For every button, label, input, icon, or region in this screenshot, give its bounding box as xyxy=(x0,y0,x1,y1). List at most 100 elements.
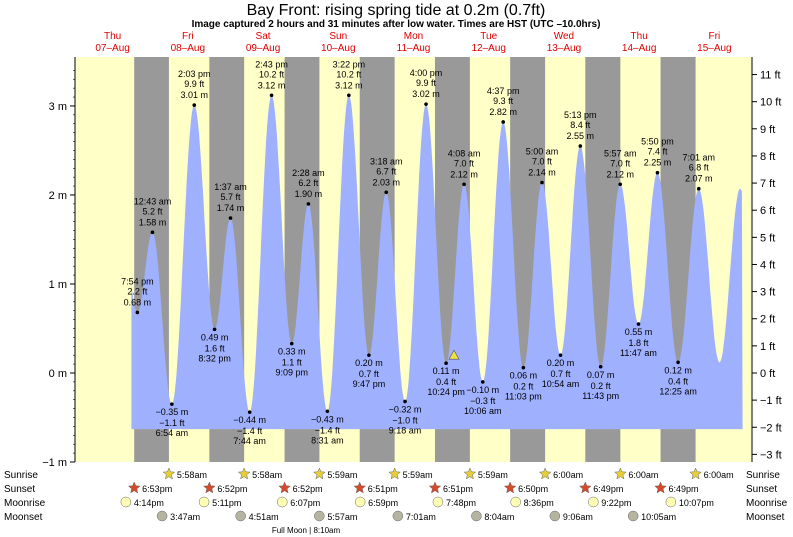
extreme-point xyxy=(247,410,252,414)
extreme-meters-label: 2.12 m xyxy=(450,169,478,179)
day-name-label: Thu xyxy=(104,31,121,42)
extreme-feet-label: 7.0 ft xyxy=(454,158,475,168)
day-name-label: Mon xyxy=(404,31,423,42)
extreme-feet-label: 7.4 ft xyxy=(647,147,668,157)
sunrise-time-label: 5:59am xyxy=(478,470,508,480)
y-tick-label-ft: 0 ft xyxy=(760,368,775,380)
y-tick-label-ft: 4 ft xyxy=(760,259,775,271)
moonset-time-label: 8:04am xyxy=(484,512,514,522)
extreme-point xyxy=(578,144,583,148)
moonset-icon xyxy=(392,510,404,522)
extreme-time-label: 11:43 pm xyxy=(582,391,619,401)
moonset-time-label: 10:05am xyxy=(641,512,676,522)
y-tick-label-ft: −1 ft xyxy=(760,395,782,407)
extreme-meters-label: 0.68 m xyxy=(124,297,152,307)
moonrise-icon xyxy=(665,496,677,508)
extreme-feet-label: −1.4 ft xyxy=(315,425,341,435)
extreme-feet-label: 10.2 ft xyxy=(259,69,285,79)
y-tick-label-ft: −3 ft xyxy=(760,449,782,461)
y-tick-label-ft: 7 ft xyxy=(760,178,775,190)
extreme-time-label: 6:54 am xyxy=(156,428,189,438)
current-tide-marker xyxy=(448,349,460,360)
extreme-point xyxy=(558,353,563,357)
extreme-meters-label: 0.20 m xyxy=(547,358,575,368)
extreme-feet-label: 9.9 ft xyxy=(184,79,205,89)
extreme-feet-label: 0.4 ft xyxy=(436,377,457,387)
extreme-point xyxy=(655,170,660,175)
moonrise-time-label: 7:48pm xyxy=(446,498,476,508)
extreme-meters-label: 2.07 m xyxy=(685,174,713,184)
extreme-point xyxy=(444,361,448,365)
extreme-meters-label: 2.55 m xyxy=(567,131,595,141)
extreme-feet-label: 7.0 ft xyxy=(610,158,631,168)
extreme-time-label: 4:37 pm xyxy=(487,86,520,96)
extreme-point xyxy=(347,93,351,98)
row-label-moonrise-right: Moonrise xyxy=(746,498,788,509)
extreme-meters-label: −0.32 m xyxy=(389,404,422,414)
extreme-meters-label: 3.12 m xyxy=(258,80,286,90)
extreme-time-label: 8:31 am xyxy=(311,435,344,445)
row-label-moonset-left: Moonset xyxy=(4,512,43,523)
row-label-sunset-left: Sunset xyxy=(4,484,35,495)
sunset-time-label: 6:49pm xyxy=(669,484,699,494)
extreme-time-label: 5:00 am xyxy=(526,147,559,157)
moonset-icon xyxy=(471,510,482,522)
row-label-sunrise-right: Sunrise xyxy=(746,470,780,481)
extreme-time-label: 3:22 pm xyxy=(333,59,366,69)
extreme-feet-label: 6.7 ft xyxy=(376,166,397,176)
extreme-meters-label: 0.20 m xyxy=(355,358,383,368)
extreme-meters-label: 0.55 m xyxy=(625,327,653,337)
extreme-meters-label: 1.90 m xyxy=(295,189,323,199)
extreme-time-label: 5:13 pm xyxy=(564,110,597,120)
sunset-time-label: 6:52pm xyxy=(217,484,247,494)
extreme-time-label: 11:03 pm xyxy=(505,392,542,402)
extreme-time-label: 5:50 pm xyxy=(641,137,674,147)
moonrise-time-label: 4:14pm xyxy=(134,498,164,508)
extreme-point xyxy=(480,380,485,384)
moonrise-time-label: 10:07pm xyxy=(679,498,714,508)
extreme-point xyxy=(424,102,428,106)
day-name-label: Wed xyxy=(554,31,574,42)
y-tick-label-m: −1 m xyxy=(42,457,67,469)
extreme-point xyxy=(170,402,174,406)
extreme-time-label: 11:47 am xyxy=(620,348,657,358)
moonrise-icon xyxy=(276,496,288,508)
sunset-icon xyxy=(353,481,367,494)
extreme-feet-label: 5.2 ft xyxy=(142,206,163,216)
extreme-time-label: 7:44 am xyxy=(233,436,266,446)
day-date-label: 11–Aug xyxy=(397,43,431,54)
moonset-icon xyxy=(235,510,246,522)
extreme-point xyxy=(367,353,371,357)
extreme-time-label: 3:18 am xyxy=(370,156,403,166)
extreme-meters-label: −0.44 m xyxy=(233,415,266,425)
day-name-label: Sat xyxy=(256,31,271,42)
moonrise-icon xyxy=(198,496,210,508)
y-tick-label-ft: 9 ft xyxy=(760,124,775,136)
extreme-meters-label: 0.33 m xyxy=(278,347,306,357)
extreme-meters-label: 2.82 m xyxy=(489,107,517,117)
sunrise-icon xyxy=(463,467,477,480)
sunset-time-label: 6:51pm xyxy=(443,484,473,494)
moonset-time-label: 9:06am xyxy=(563,512,593,522)
y-tick-label-ft: 10 ft xyxy=(760,97,781,109)
extreme-point xyxy=(212,327,217,332)
extreme-feet-label: 0.4 ft xyxy=(668,376,689,386)
extreme-time-label: 7:01 am xyxy=(683,153,716,163)
extreme-point xyxy=(696,186,701,191)
extreme-point xyxy=(135,310,140,315)
extreme-time-label: 5:57 am xyxy=(604,148,637,158)
extreme-point xyxy=(676,360,680,365)
moon-phase-note: Full Moon | 8:10am xyxy=(272,526,341,535)
sunrise-time-label: 5:58am xyxy=(252,470,282,480)
moonrise-icon xyxy=(588,496,599,508)
extreme-time-label: 9:47 pm xyxy=(353,379,386,389)
sunrise-icon xyxy=(388,467,401,480)
day-name-label: Tue xyxy=(480,31,497,42)
sun-moon-rows: Sunrise Sunrise 5:58am 5:58am 5:59am 5:59am 5:… xyxy=(4,467,788,523)
day-name-label: Thu xyxy=(631,31,648,42)
extreme-point xyxy=(306,202,311,206)
extreme-point xyxy=(192,103,197,107)
day-date-label: 13–Aug xyxy=(547,43,581,54)
moonrise-icon xyxy=(510,496,521,508)
